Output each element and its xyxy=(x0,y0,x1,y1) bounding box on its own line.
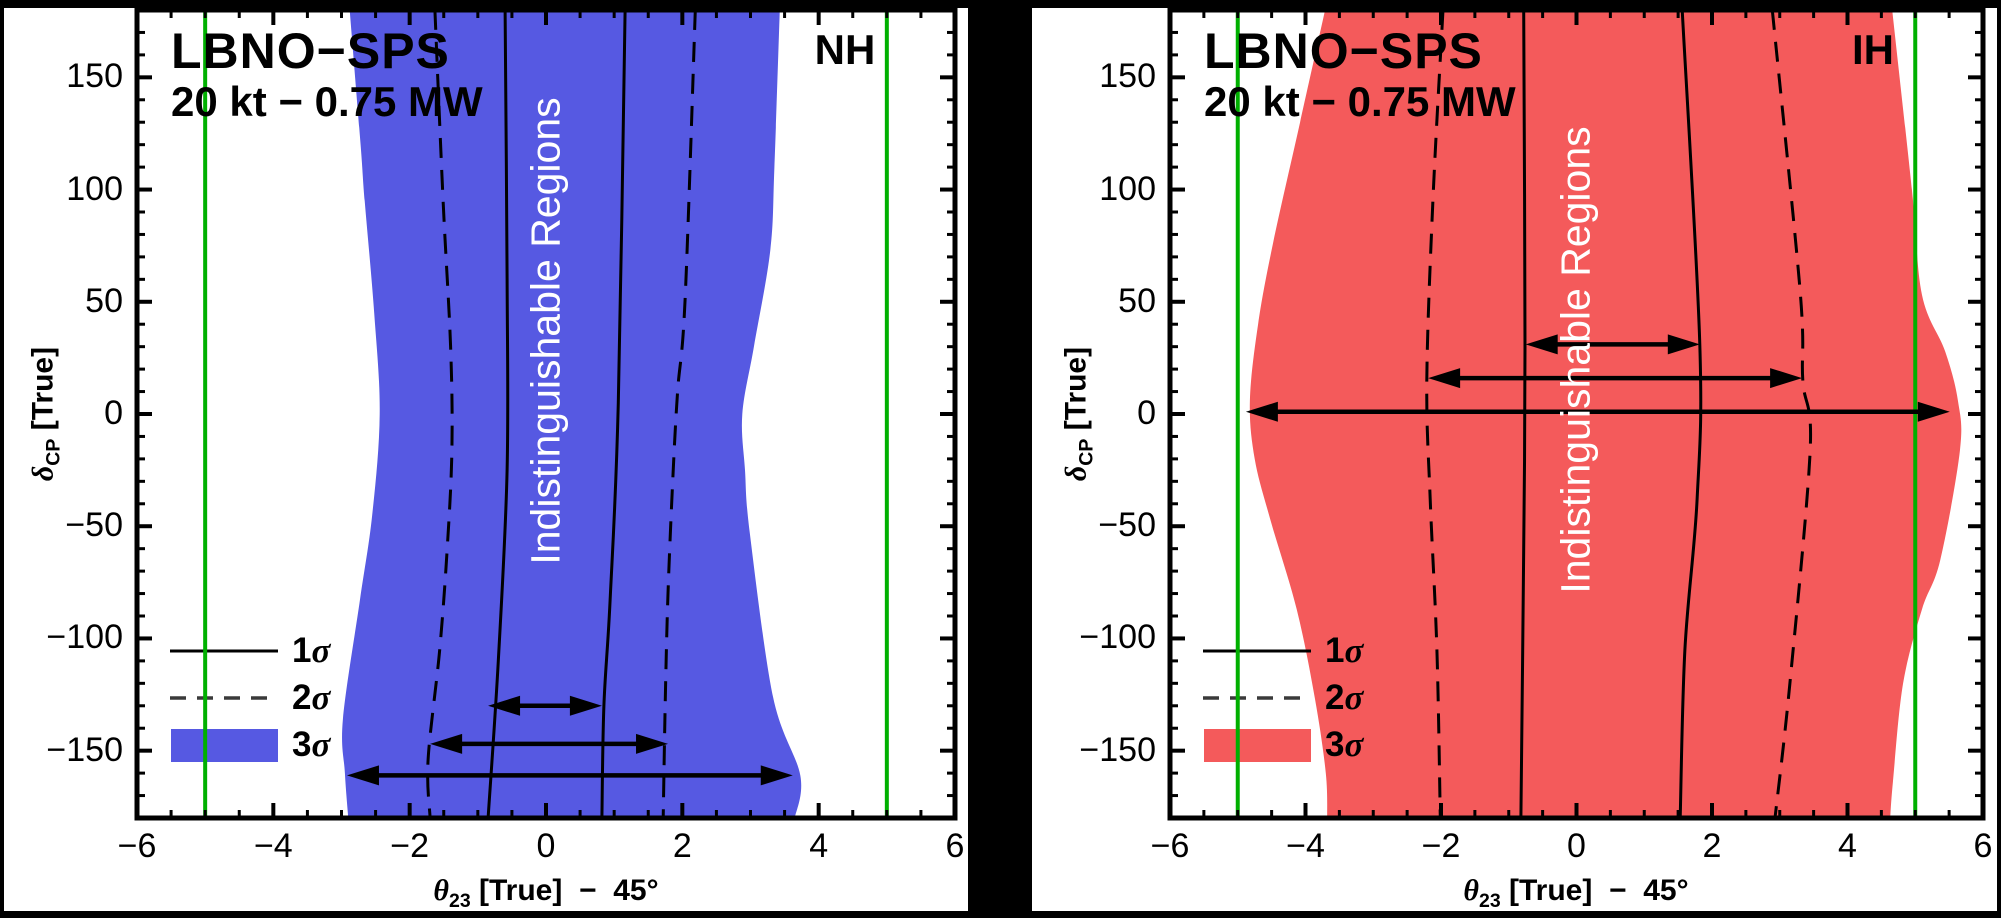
arrow-head-right xyxy=(1917,401,1950,422)
arrow-head-left xyxy=(430,733,463,754)
sigma3-region xyxy=(342,10,802,818)
contour-2sigma-right xyxy=(661,10,697,818)
contour-1sigma-left xyxy=(1519,10,1527,818)
arrow-head-right xyxy=(1667,334,1700,355)
width-arrow-3sigma xyxy=(346,765,793,786)
width-arrow-3sigma xyxy=(1245,401,1950,422)
arrow-head-left xyxy=(346,765,379,786)
arrow-head-right xyxy=(636,733,669,754)
arrow-head-left xyxy=(1525,334,1558,355)
width-arrow-1sigma xyxy=(1525,334,1700,355)
width-arrow-2sigma xyxy=(430,733,669,754)
legend-sample-3sigma xyxy=(1204,729,1311,762)
plot-border xyxy=(1167,7,1986,821)
contour-1sigma-right xyxy=(1678,10,1703,818)
arrow-head-left xyxy=(1245,401,1278,422)
plot-area-NH xyxy=(170,10,889,818)
plot-border xyxy=(134,7,958,821)
arrow-head-left xyxy=(488,695,521,716)
width-arrow-1sigma xyxy=(488,695,602,716)
plot-area-IH xyxy=(1203,10,1962,818)
contour-1sigma-right xyxy=(600,10,627,818)
arrow-head-right xyxy=(760,765,793,786)
contour-2sigma-right xyxy=(1770,10,1813,818)
contour-1sigma-left xyxy=(486,10,510,818)
width-arrow-2sigma xyxy=(1428,368,1803,389)
plot-NH xyxy=(134,7,958,821)
arrow-head-left xyxy=(1428,368,1461,389)
contour-2sigma-left xyxy=(1425,10,1445,818)
legend-sample-3sigma xyxy=(171,729,278,762)
arrow-head-right xyxy=(1770,368,1803,389)
arrow-head-right xyxy=(569,695,602,716)
plot-IH xyxy=(1167,7,1986,821)
contour-2sigma-left xyxy=(426,10,454,818)
